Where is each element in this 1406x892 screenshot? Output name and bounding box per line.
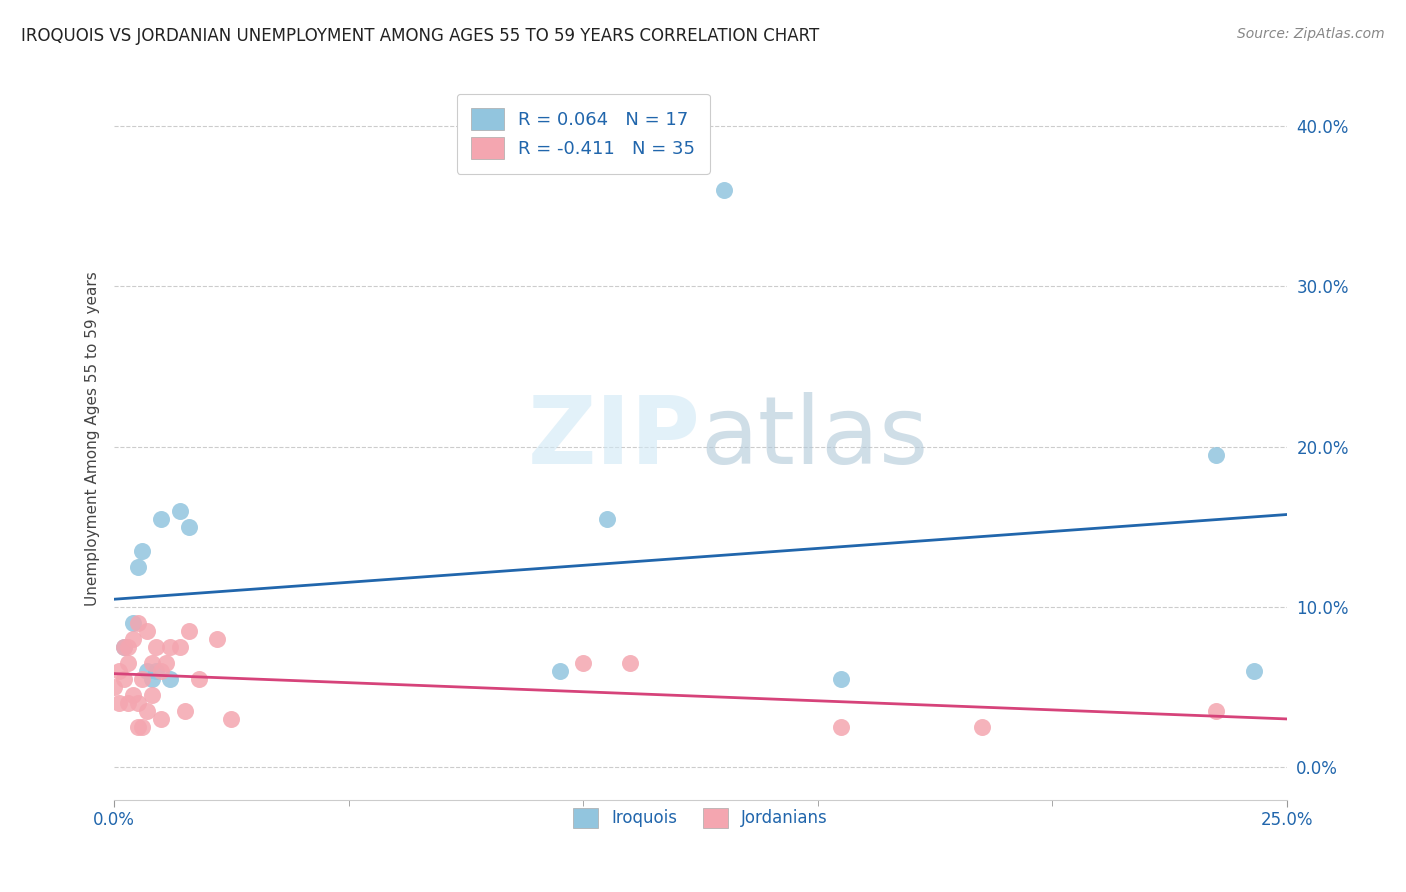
Point	[150, 512, 173, 526]
Point	[572, 656, 595, 670]
Point	[1205, 448, 1227, 462]
Point	[179, 624, 201, 638]
Point	[122, 688, 145, 702]
Point	[150, 712, 173, 726]
Point	[1205, 704, 1227, 718]
Text: ZIP: ZIP	[527, 392, 700, 484]
Point	[145, 640, 167, 654]
Point	[155, 656, 177, 670]
Point	[187, 672, 209, 686]
Point	[122, 632, 145, 646]
Point	[117, 696, 139, 710]
Point	[117, 640, 139, 654]
Point	[103, 680, 125, 694]
Point	[141, 672, 163, 686]
Text: atlas: atlas	[700, 392, 928, 484]
Point	[108, 696, 131, 710]
Point	[595, 512, 617, 526]
Point	[619, 656, 641, 670]
Point	[112, 672, 135, 686]
Point	[713, 183, 735, 197]
Point	[136, 664, 159, 678]
Point	[169, 640, 191, 654]
Point	[122, 615, 145, 630]
Point	[169, 504, 191, 518]
Y-axis label: Unemployment Among Ages 55 to 59 years: Unemployment Among Ages 55 to 59 years	[86, 271, 100, 606]
Point	[970, 720, 993, 734]
Point	[108, 664, 131, 678]
Point	[173, 704, 195, 718]
Point	[112, 640, 135, 654]
Point	[159, 640, 181, 654]
Point	[830, 672, 852, 686]
Point	[221, 712, 243, 726]
Point	[145, 664, 167, 678]
Point	[548, 664, 571, 678]
Point	[141, 656, 163, 670]
Point	[117, 656, 139, 670]
Point	[131, 672, 153, 686]
Point	[136, 624, 159, 638]
Point	[159, 672, 181, 686]
Point	[131, 543, 153, 558]
Point	[127, 615, 149, 630]
Text: Source: ZipAtlas.com: Source: ZipAtlas.com	[1237, 27, 1385, 41]
Point	[127, 720, 149, 734]
Point	[830, 720, 852, 734]
Point	[136, 704, 159, 718]
Point	[131, 720, 153, 734]
Point	[112, 640, 135, 654]
Point	[150, 664, 173, 678]
Point	[127, 696, 149, 710]
Point	[179, 520, 201, 534]
Point	[207, 632, 229, 646]
Legend: Iroquois, Jordanians: Iroquois, Jordanians	[567, 801, 834, 835]
Text: IROQUOIS VS JORDANIAN UNEMPLOYMENT AMONG AGES 55 TO 59 YEARS CORRELATION CHART: IROQUOIS VS JORDANIAN UNEMPLOYMENT AMONG…	[21, 27, 820, 45]
Point	[141, 688, 163, 702]
Point	[127, 559, 149, 574]
Point	[1243, 664, 1265, 678]
